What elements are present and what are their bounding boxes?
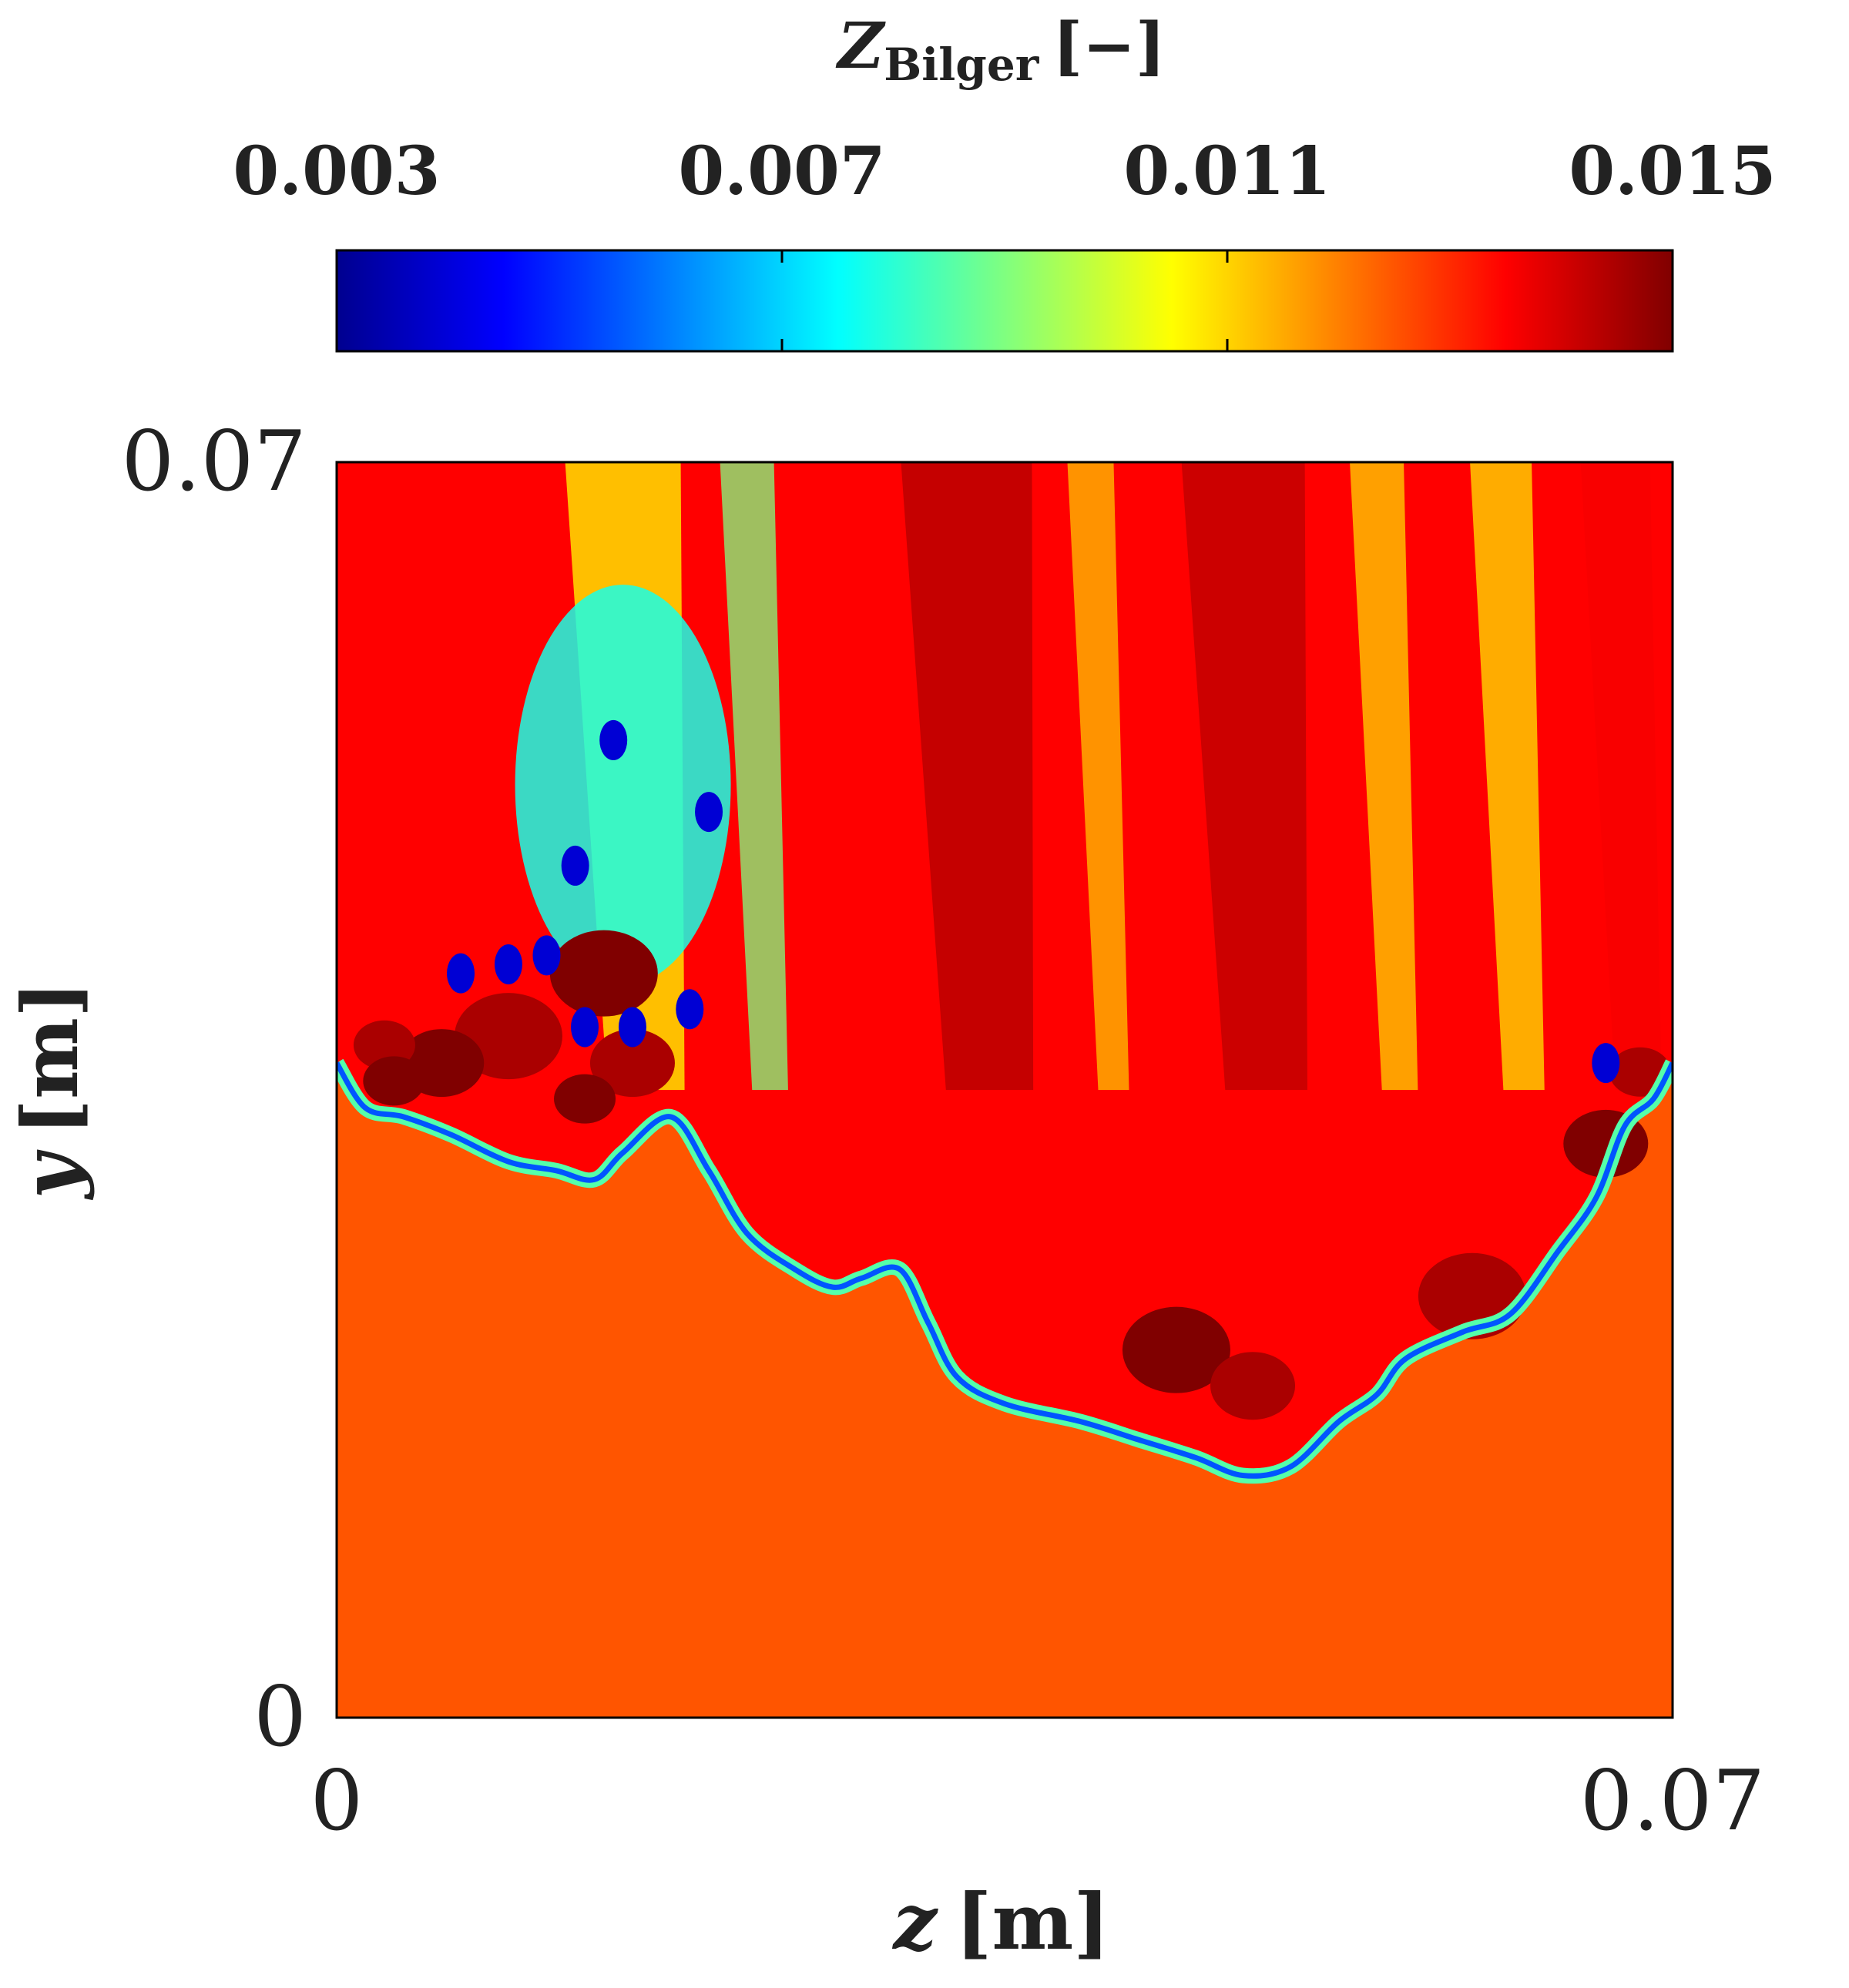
low-mixture-pocket [695,792,723,833]
colorbar-label: ZBilger [−] [835,9,1165,91]
low-mixture-pocket [571,1007,599,1048]
y-axis-label: y[m] [5,981,96,1201]
colorbar-tick-label: 0.003 [233,132,440,210]
y-axis-tick-labels: 00.07 [122,414,307,1765]
high-mixture-pocket [363,1056,425,1106]
low-mixture-pocket [1592,1043,1620,1084]
flame-front [337,1061,1673,1479]
plume-streak [720,462,788,1090]
plume-streak [901,462,1034,1090]
low-mixture-pocket [447,953,475,994]
high-mixture-pocket [549,930,658,1017]
plot-area [335,461,1674,1719]
colorbar-tick-label: 0.015 [1569,132,1776,210]
plume-streak [1067,462,1129,1090]
colorbar-tick-labels: 0.003 0.007 0.011 0.015 [233,132,1776,210]
y-axis-tick-label: 0.07 [122,414,307,510]
low-mixture-pocket [494,944,522,984]
low-mixture-pocket [599,719,628,760]
high-mixture-pocket [1122,1306,1230,1393]
high-mixture-pocket [554,1074,616,1124]
x-axis-tick-labels: 0 0.07 [310,1753,1766,1849]
low-mixture-pocket [561,845,589,886]
x-axis-tick-label: 0 [310,1753,364,1849]
x-axis-label: z [m] [891,1876,1109,1967]
colorbar-tick-label: 0.007 [678,132,885,210]
plume-streak [1350,462,1418,1090]
colorbar-gradient [335,249,1674,353]
colorbar: ZBilger [−] 0.003 0.007 0.011 0.015 [233,9,1777,353]
low-mixture-pocket [618,1007,646,1048]
plume-streak [1470,462,1545,1090]
x-axis-tick-label: 0.07 [1580,1753,1765,1849]
colorbar-tick-marks [780,250,1229,351]
high-mixture-pocket [589,1029,675,1098]
plot-frame [335,461,1674,1719]
mixing-zone [515,585,731,986]
low-mixture-pocket [532,935,561,976]
high-mixture-pocket [1210,1352,1296,1420]
low-mixture-pocket [676,989,704,1030]
plume-streak [1580,462,1662,1090]
colorbar-tick-label: 0.011 [1123,132,1331,210]
heatmap-field [337,462,1673,1718]
plume-streak [1181,462,1307,1090]
y-axis-tick-label: 0 [253,1669,307,1765]
